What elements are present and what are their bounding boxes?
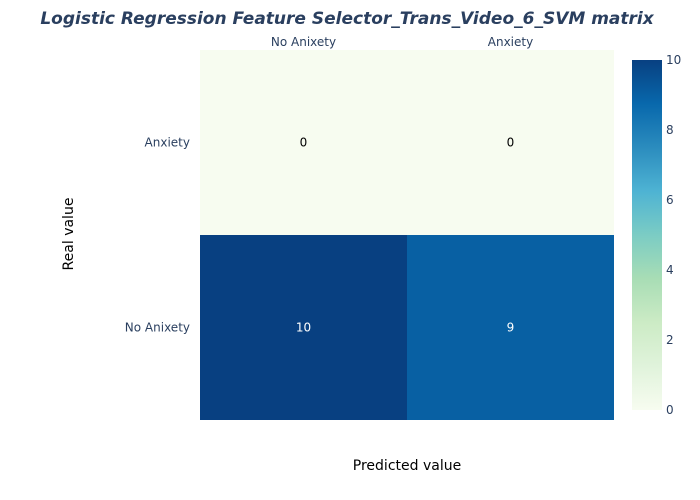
colorbar-tick-label: 0 <box>666 403 674 417</box>
colorbar-tick-label: 10 <box>666 53 681 67</box>
colorbar-ticks: 0 2 4 6 8 10 <box>666 53 681 417</box>
x-tick-label: No Anixety <box>271 35 336 49</box>
colorbar <box>632 60 662 410</box>
cell-value-label: 0 <box>300 136 308 150</box>
chart-title: Logistic Regression Feature Selector_Tra… <box>40 9 654 29</box>
x-axis-title: Predicted value <box>353 458 461 474</box>
x-tick-label: Anxiety <box>488 35 533 49</box>
y-tick-label: Anxiety <box>145 136 190 150</box>
y-tick-label: No Anixety <box>125 321 190 335</box>
colorbar-tick-label: 8 <box>666 123 674 137</box>
y-axis-ticks: Anxiety No Anixety <box>125 136 190 335</box>
heatmap-cell <box>407 50 614 235</box>
heatmap-cell <box>200 50 407 235</box>
cell-value-label: 9 <box>507 321 515 335</box>
x-axis-ticks: No Anixety Anxiety <box>271 35 533 49</box>
cell-value-label: 10 <box>296 321 311 335</box>
y-axis-title: Real value <box>61 198 77 271</box>
colorbar-tick-label: 2 <box>666 333 674 347</box>
heatmap-cell <box>200 235 407 420</box>
cell-value-label: 0 <box>507 136 515 150</box>
colorbar-tick-label: 6 <box>666 193 674 207</box>
heatmap-cells: 0 0 10 9 <box>200 50 614 420</box>
heatmap-cell <box>407 235 614 420</box>
colorbar-tick-label: 4 <box>666 263 674 277</box>
